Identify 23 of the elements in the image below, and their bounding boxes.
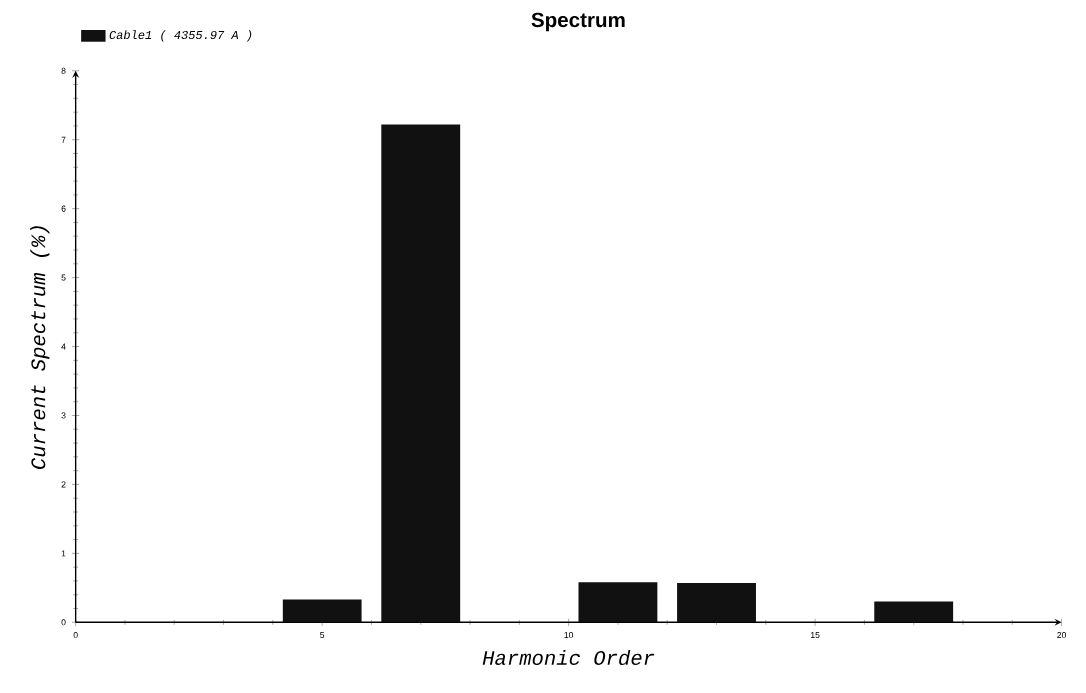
legend-label: Cable1 ( 4355.97 A ): [109, 30, 252, 42]
x-tick-label: 10: [564, 631, 574, 639]
y-tick-label: 3: [61, 412, 66, 419]
chart-title: Spectrum: [531, 12, 625, 32]
bar: [381, 124, 461, 623]
y-tick-label: 5: [61, 274, 66, 281]
bar: [874, 601, 954, 623]
y-tick-label: 7: [61, 136, 66, 143]
y-axis-title: Current Spectrum (%): [30, 226, 50, 469]
y-tick-label: 8: [61, 67, 66, 74]
y-tick-label: 2: [61, 481, 66, 488]
bar: [578, 582, 658, 623]
x-axis-title: Harmonic Order: [482, 649, 655, 666]
y-tick-label: 6: [61, 205, 66, 212]
bar: [282, 599, 362, 623]
y-tick-label: 1: [61, 550, 66, 557]
x-tick-label: 5: [320, 632, 325, 638]
x-tick-label: 0: [73, 631, 78, 639]
bar: [677, 582, 756, 623]
y-tick-label: 4: [61, 343, 66, 350]
y-tick-label: 0: [61, 619, 66, 626]
x-tick-label: 20: [1057, 631, 1067, 639]
x-tick-label: 15: [810, 632, 820, 638]
